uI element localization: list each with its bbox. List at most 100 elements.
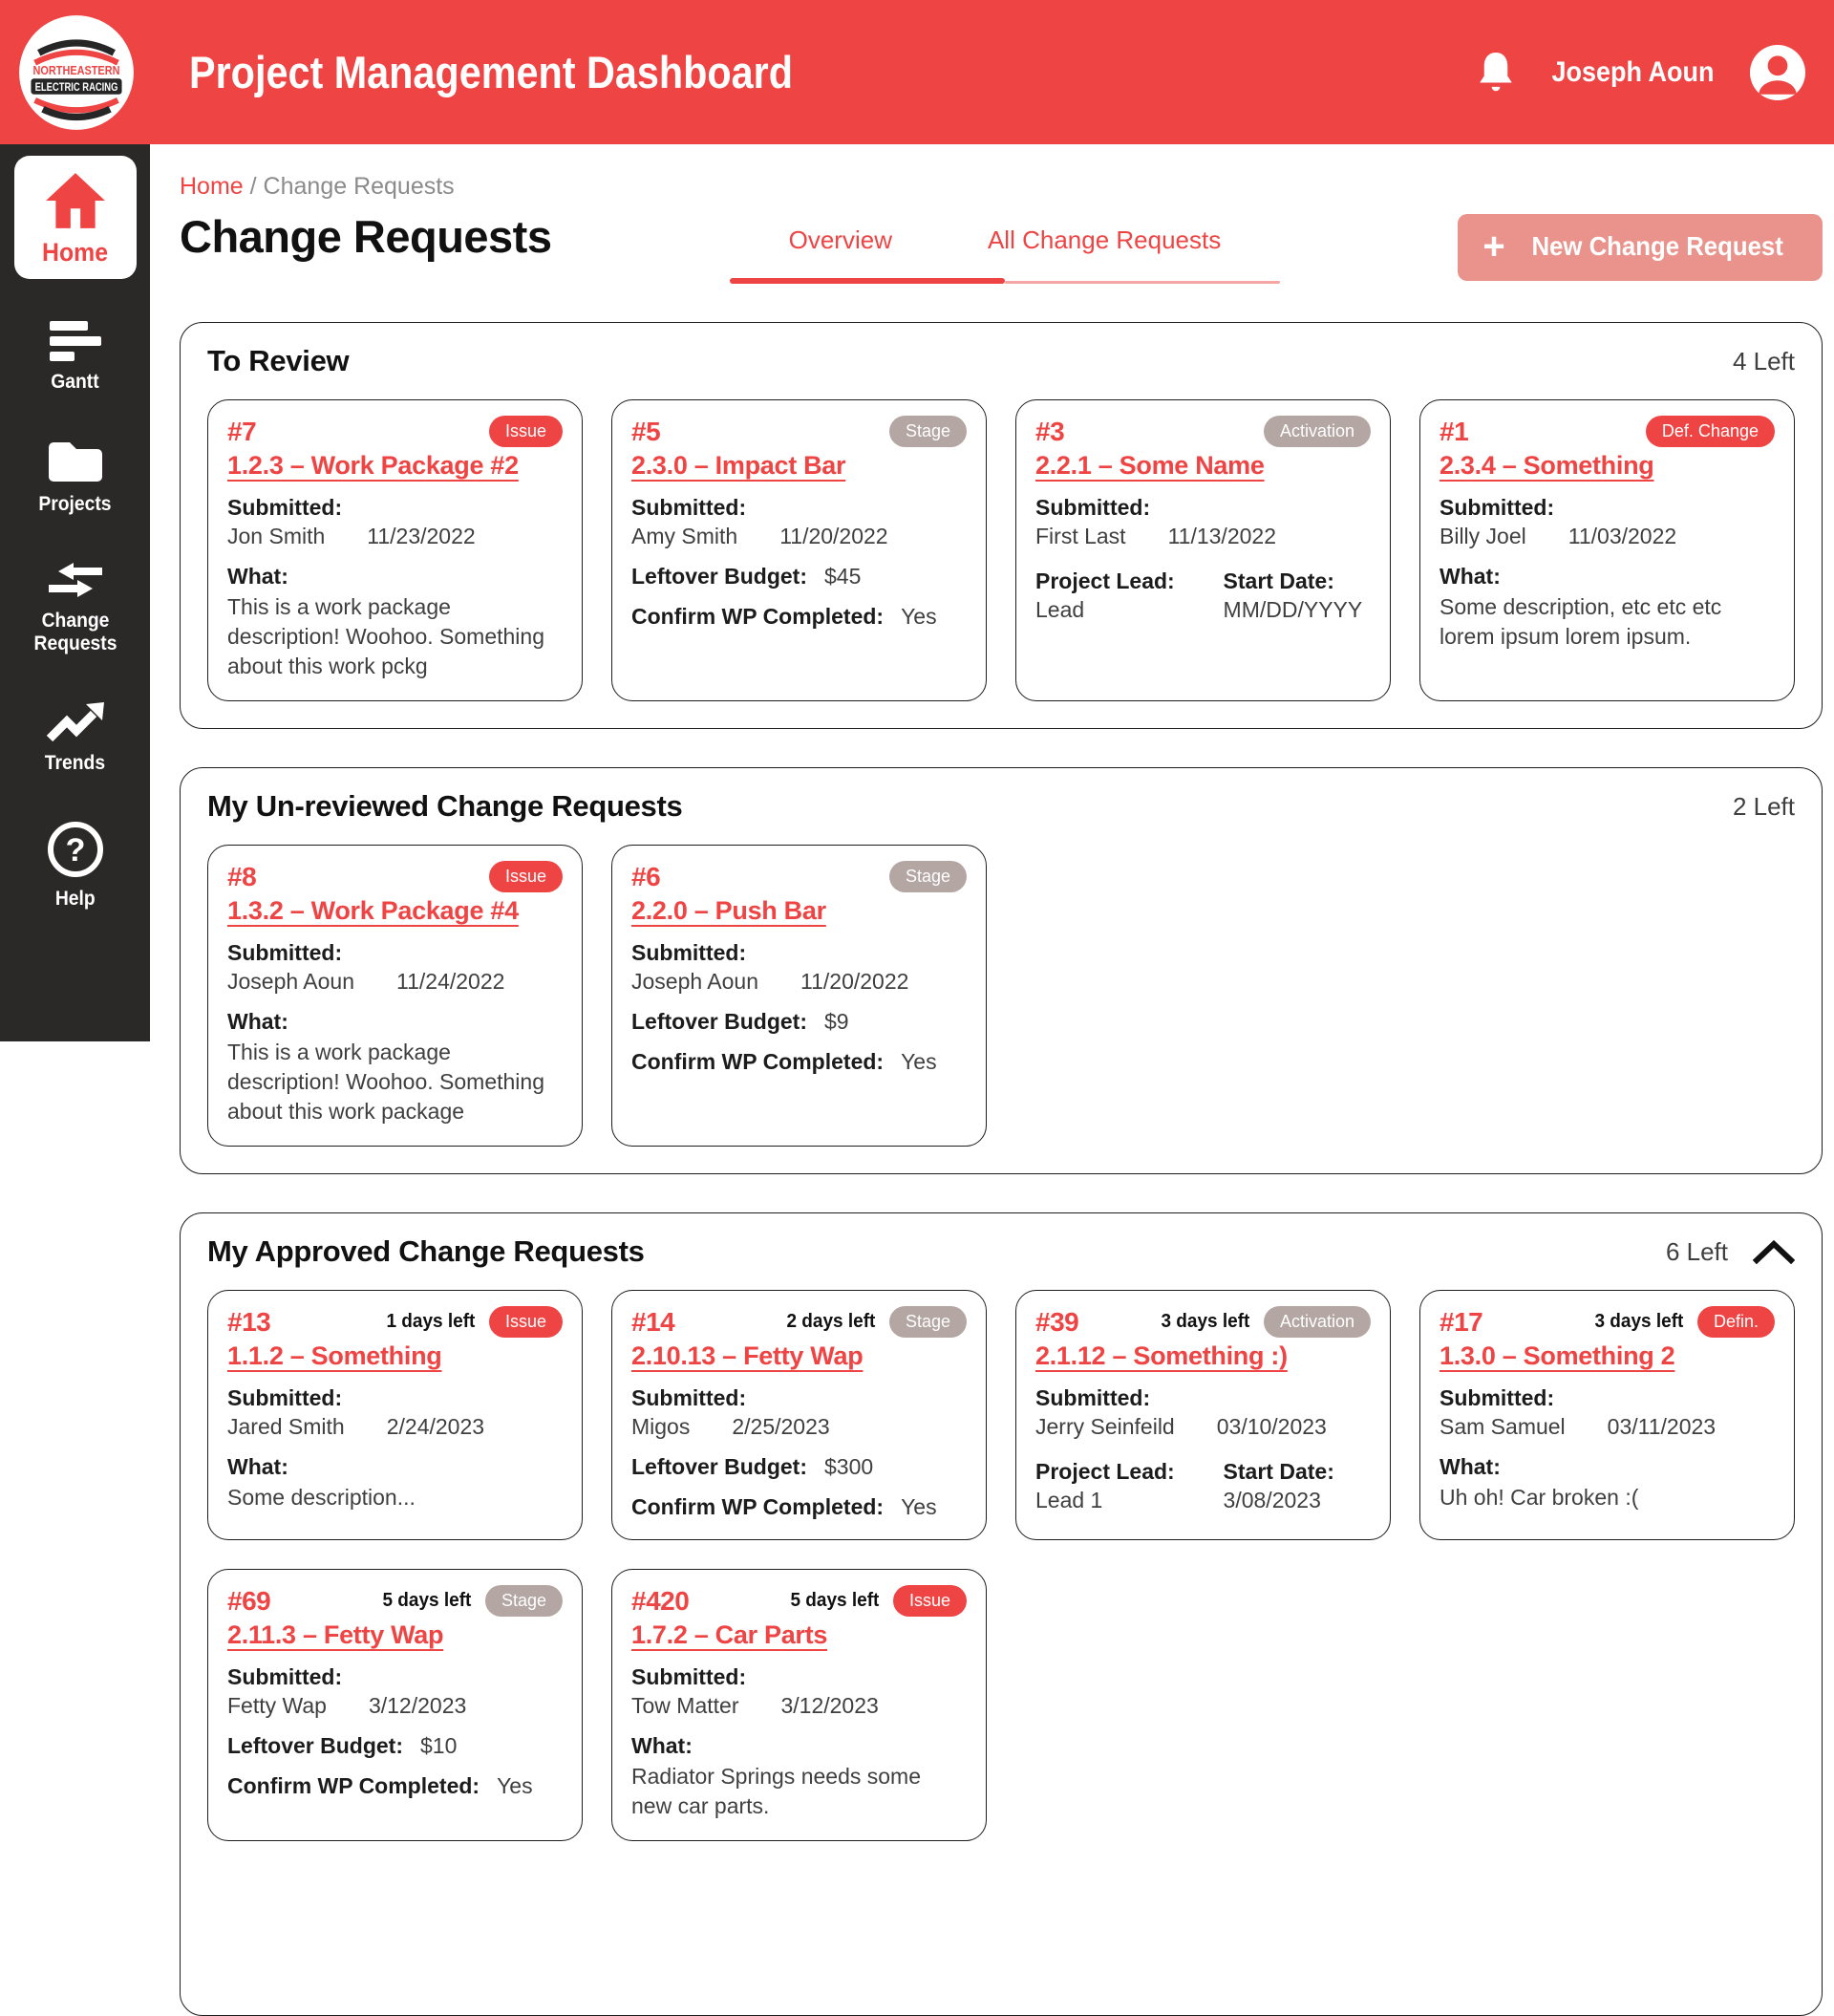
submitter-name: Amy Smith bbox=[631, 524, 738, 548]
field-value-pair: Jared Smith 2/24/2023 bbox=[227, 1414, 563, 1440]
submitted-date: 11/24/2022 bbox=[396, 969, 505, 995]
field-value-pair: Migos 2/25/2023 bbox=[631, 1414, 967, 1440]
section-panel: My Approved Change Requests 6 Left #13 1 da… bbox=[180, 1212, 1823, 2016]
field-description: What: Uh oh! Car broken :( bbox=[1439, 1454, 1775, 1512]
field-label: Submitted: bbox=[631, 940, 747, 966]
change-request-link[interactable]: 2.2.1 – Some Name bbox=[1035, 451, 1265, 480]
change-request-link[interactable]: 1.2.3 – Work Package #2 bbox=[227, 451, 519, 480]
submitted-date: 2/24/2023 bbox=[386, 1414, 485, 1440]
field-label: Submitted: bbox=[227, 1385, 343, 1411]
submitter-name: Tow Matter bbox=[631, 1693, 739, 1719]
breadcrumb-separator: / bbox=[249, 173, 257, 200]
new-change-request-button[interactable]: + New Change Request bbox=[1458, 214, 1823, 281]
sidebar-item-home[interactable]: Home bbox=[13, 156, 137, 280]
change-request-card: #13 1 days left Issue 1.1.2 – Something Subm… bbox=[207, 1290, 583, 1541]
field-value: $300 bbox=[824, 1454, 874, 1480]
change-request-number: #420 bbox=[631, 1585, 690, 1616]
field-label: Leftover Budget: bbox=[631, 564, 807, 589]
tab-underline bbox=[729, 278, 1280, 284]
type-badge: Activation bbox=[1263, 416, 1371, 447]
type-badge: Stage bbox=[484, 1585, 563, 1618]
field-label: Submitted: bbox=[227, 1664, 343, 1690]
field-value: Yes bbox=[497, 1773, 533, 1799]
field-description: What: Radiator Springs needs some new car… bbox=[631, 1733, 967, 1821]
field-value-pair: Tow Matter 3/12/2023 bbox=[631, 1693, 967, 1719]
field-inline: Leftover Budget: $10 bbox=[227, 1733, 563, 1759]
field-value: Yes bbox=[901, 1049, 937, 1075]
field-label: Submitted: bbox=[631, 1385, 747, 1411]
sidebar-item-label: Gantt bbox=[51, 371, 99, 394]
card-header: #420 5 days left Issue bbox=[631, 1585, 967, 1618]
field-value-pair: Amy Smith 11/20/2022 bbox=[631, 524, 967, 549]
swap-arrows-icon bbox=[48, 563, 102, 598]
section-title: My Un-reviewed Change Requests bbox=[207, 789, 683, 824]
page-header-title: Project Management Dashboard bbox=[189, 47, 794, 97]
sidebar-item-label: Change Requests bbox=[33, 610, 117, 655]
change-request-number: #8 bbox=[227, 861, 257, 891]
card-header: #5 Stage bbox=[631, 416, 967, 447]
change-request-link[interactable]: 2.10.13 – Fetty Wap bbox=[631, 1341, 864, 1371]
field-submitted: Submitted: First Last 11/13/2022 bbox=[1035, 495, 1371, 549]
field-label: What: bbox=[227, 564, 288, 589]
active-tab-indicator bbox=[729, 278, 1005, 284]
submitted-date: 11/13/2022 bbox=[1167, 524, 1276, 548]
change-request-number: #13 bbox=[227, 1306, 271, 1337]
submitted-date: 11/23/2022 bbox=[367, 524, 476, 548]
change-request-link[interactable]: 1.7.2 – Car Parts bbox=[631, 1620, 828, 1650]
sidebar-item-help[interactable]: ? Help bbox=[45, 819, 106, 911]
change-request-card: #7 Issue 1.2.3 – Work Package #2 Submitted:… bbox=[207, 399, 583, 702]
field-submitted: Submitted: Sam Samuel 03/11/2023 bbox=[1439, 1385, 1775, 1440]
sidebar-item-projects[interactable]: Projects bbox=[35, 438, 115, 516]
change-request-link[interactable]: 1.3.0 – Something 2 bbox=[1439, 1341, 1675, 1371]
section-header-right: 2 Left bbox=[1733, 792, 1795, 822]
breadcrumb-home-link[interactable]: Home bbox=[180, 173, 244, 200]
change-request-card: #1 Def. Change 2.3.4 – Something Submitted:… bbox=[1419, 399, 1795, 702]
field-text: Some description... bbox=[227, 1485, 416, 1511]
card-header: #13 1 days left Issue bbox=[227, 1306, 563, 1339]
field-label: Confirm WP Completed: bbox=[631, 604, 885, 629]
breadcrumb: Home / Change Requests bbox=[180, 173, 1823, 201]
title-row: Change Requests Overview All Change Requ… bbox=[180, 210, 1823, 284]
tab-overview[interactable]: Overview bbox=[788, 225, 892, 254]
change-request-link[interactable]: 1.3.2 – Work Package #4 bbox=[227, 896, 519, 926]
gantt-icon bbox=[49, 321, 101, 362]
change-request-card: #69 5 days left Stage 2.11.3 – Fetty Wap Sub… bbox=[207, 1569, 583, 1842]
field-value: 3/08/2023 bbox=[1223, 1488, 1321, 1513]
page-title: Change Requests bbox=[180, 211, 552, 262]
field-column: Project Lead: Lead 1 bbox=[1035, 1459, 1224, 1513]
field-label: Confirm WP Completed: bbox=[631, 1049, 885, 1075]
section-title: My Approved Change Requests bbox=[207, 1234, 645, 1269]
change-request-link[interactable]: 2.3.4 – Something bbox=[1439, 451, 1654, 480]
change-request-link[interactable]: 2.1.12 – Something :) bbox=[1035, 1341, 1288, 1371]
change-request-number: #39 bbox=[1035, 1306, 1079, 1337]
trending-up-icon bbox=[47, 701, 105, 741]
change-request-card: #6 Stage 2.2.0 – Push Bar Submitted: Joseph … bbox=[611, 845, 987, 1147]
user-avatar[interactable] bbox=[1750, 44, 1805, 100]
sidebar: Home Gantt Projects Change Requests Tren… bbox=[0, 144, 150, 1041]
field-value-pair: Sam Samuel 03/11/2023 bbox=[1439, 1414, 1775, 1440]
tab-all-change-requests[interactable]: All Change Requests bbox=[987, 225, 1222, 254]
sidebar-item-change-requests[interactable]: Change Requests bbox=[23, 560, 128, 655]
field-column: Start Date: MM/DD/YYYY bbox=[1224, 568, 1371, 623]
notifications-bell-icon[interactable] bbox=[1476, 51, 1516, 95]
tab-bar: Overview All Change Requests bbox=[551, 225, 1458, 284]
type-badge: Def. Change bbox=[1645, 416, 1775, 447]
field-label: Confirm WP Completed: bbox=[227, 1773, 480, 1799]
card-header: #6 Stage bbox=[631, 861, 967, 893]
change-request-link[interactable]: 2.3.0 – Impact Bar bbox=[631, 451, 846, 480]
field-value: Lead 1 bbox=[1035, 1488, 1103, 1513]
collapse-chevron-icon[interactable] bbox=[1753, 1239, 1795, 1265]
submitter-name: Joseph Aoun bbox=[227, 969, 355, 995]
submitted-date: 03/10/2023 bbox=[1216, 1414, 1327, 1440]
field-value-pair: First Last 11/13/2022 bbox=[1035, 524, 1371, 549]
field-value: Yes bbox=[901, 604, 937, 629]
change-request-link[interactable]: 1.1.2 – Something bbox=[227, 1341, 442, 1371]
change-request-link[interactable]: 2.11.3 – Fetty Wap bbox=[227, 1620, 444, 1650]
field-label: Confirm WP Completed: bbox=[631, 1494, 885, 1520]
change-request-card: #3 Activation 2.2.1 – Some Name Submitted: F… bbox=[1015, 399, 1391, 702]
type-badge: Issue bbox=[892, 1585, 967, 1618]
sidebar-item-gantt[interactable]: Gantt bbox=[46, 319, 105, 394]
sidebar-item-trends[interactable]: Trends bbox=[42, 700, 108, 775]
change-request-number: #14 bbox=[631, 1306, 675, 1337]
change-request-link[interactable]: 2.2.0 – Push Bar bbox=[631, 896, 826, 926]
